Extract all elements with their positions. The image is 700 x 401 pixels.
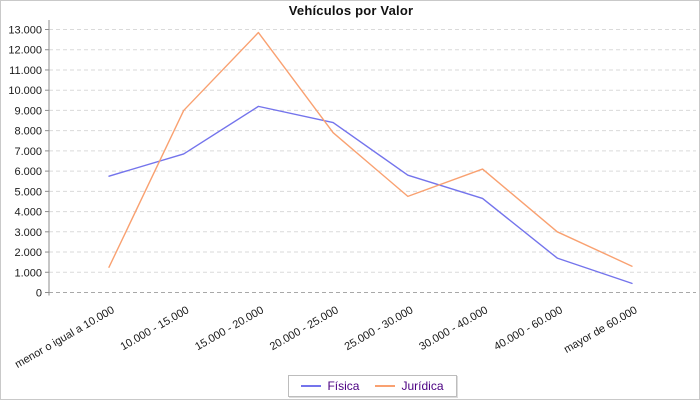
x-category-label: 40.000 - 60.000 [492, 304, 565, 353]
y-tick-label: 2.000 [14, 247, 42, 259]
y-tick-label: 5.000 [14, 186, 42, 198]
series-line-física [108, 105, 633, 285]
x-category-label: 10.000 - 15.000 [118, 304, 191, 353]
series-line-jurídica [108, 31, 633, 268]
legend-box: Física Jurídica [288, 375, 457, 397]
y-tick-label: 7.000 [14, 146, 42, 158]
legend: Física Jurídica [49, 375, 696, 397]
y-tick-label: 10.000 [8, 85, 42, 97]
legend-swatch-line [301, 385, 322, 387]
y-tick-label: 1.000 [14, 267, 42, 279]
legend-item-label: Jurídica [401, 379, 444, 393]
y-tick-label: 9.000 [14, 105, 42, 117]
y-tick-label: 6.000 [14, 166, 42, 178]
x-category-label: 25.000 - 30.000 [343, 304, 416, 353]
y-tick-label: 3.000 [14, 227, 42, 239]
legend-item-label: Física [327, 379, 360, 393]
y-tick-label: 0 [36, 288, 42, 300]
y-tick-label: 12.000 [8, 45, 42, 57]
x-category-label: 15.000 - 20.000 [193, 304, 266, 353]
chart-title: Vehículos por Valor [288, 3, 414, 18]
y-tick-label: 8.000 [14, 126, 42, 138]
legend-item: Jurídica [375, 379, 444, 393]
legend-swatch-line [375, 385, 396, 387]
legend-item: Física [301, 379, 359, 393]
y-tick-label: 4.000 [14, 207, 42, 219]
y-tick-label: 11.000 [9, 65, 42, 77]
x-category-label: menor o igual a 10.000 [13, 304, 116, 371]
x-category-label: mayor de 60.000 [562, 304, 640, 356]
y-tick-label: 13.000 [8, 25, 42, 37]
x-category-label: 30.000 - 40.000 [417, 304, 490, 353]
x-category-label: 20.000 - 25.000 [268, 304, 341, 353]
